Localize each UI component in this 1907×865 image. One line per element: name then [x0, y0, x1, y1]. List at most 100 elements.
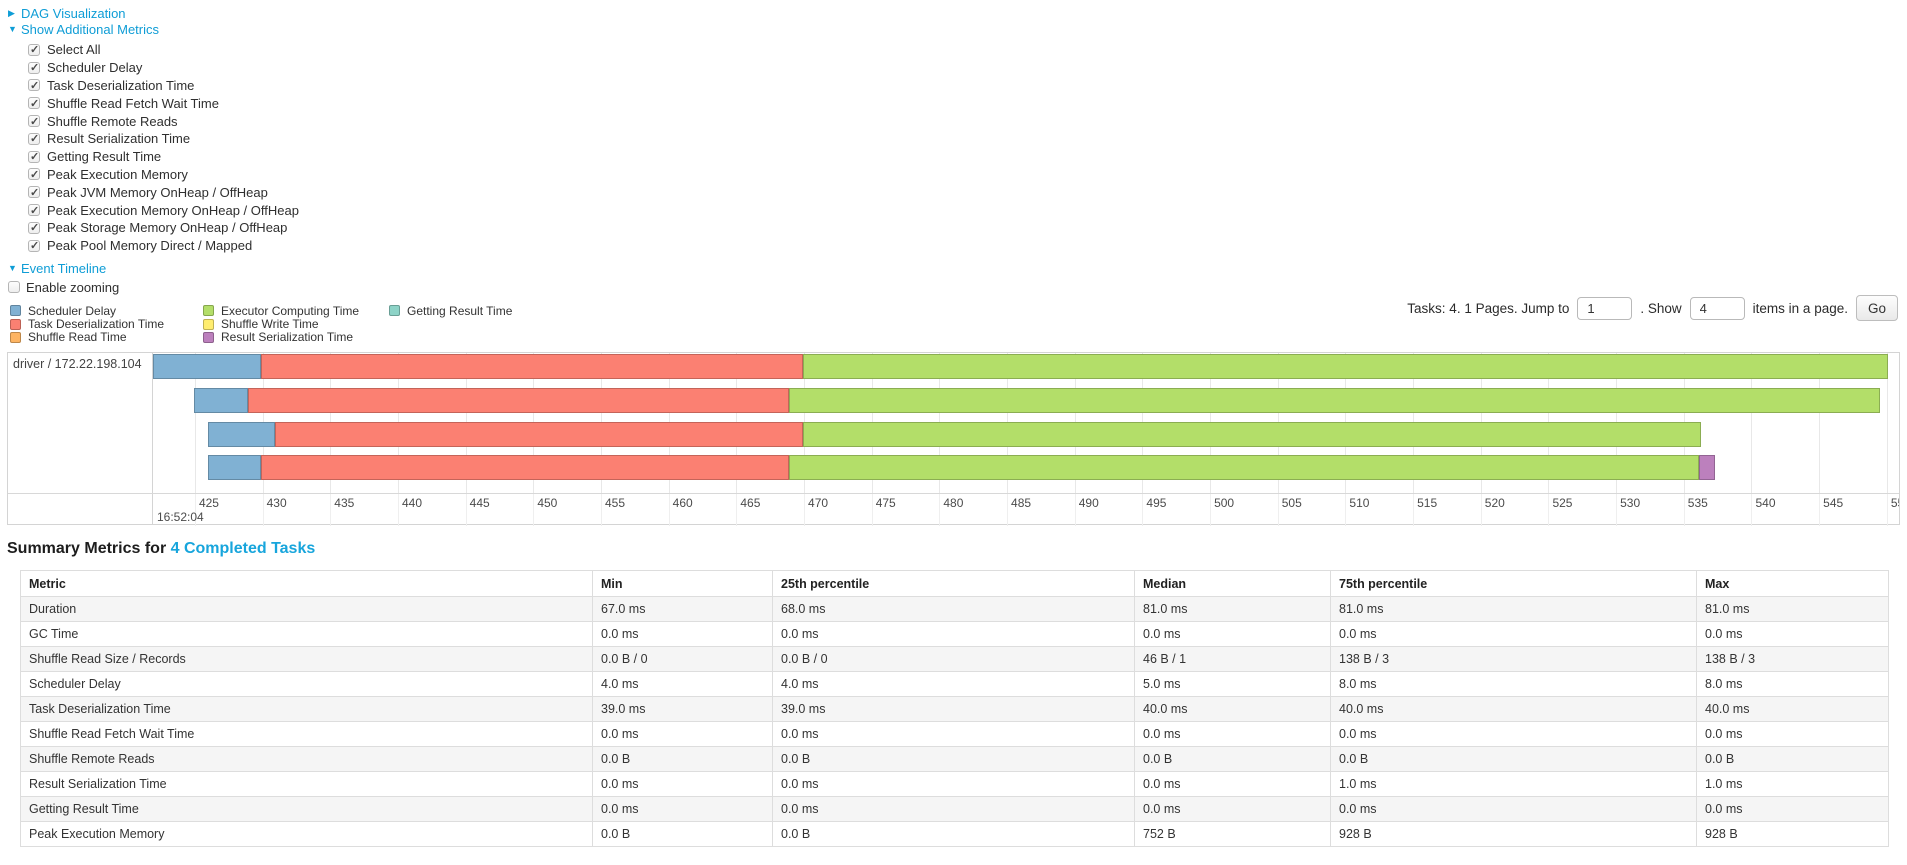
metric-checkbox-label: Shuffle Remote Reads [47, 113, 178, 129]
table-cell: 0.0 ms [1696, 721, 1889, 747]
task-2-segment-scheduler-delay[interactable] [208, 422, 275, 447]
metric-checkbox-label: Peak Execution Memory [47, 166, 188, 182]
task-2-segment-task-deserialization[interactable] [274, 422, 803, 447]
timeline-plot-area: 425 430 435 440 445 450 455 460 465 470 475 480 485 4… [153, 353, 1899, 526]
axis-tick [1074, 493, 1076, 526]
task-1-segment-task-deserialization[interactable] [247, 388, 790, 413]
metric-checkbox-row: Scheduler Delay [8, 59, 299, 77]
metric-checkbox-2[interactable] [28, 79, 40, 92]
axis-tick-label: 425 [198, 496, 219, 510]
table-cell: 0.0 ms [592, 621, 773, 647]
axis-tick [1142, 493, 1144, 526]
task-3-segment-scheduler-delay[interactable] [208, 455, 262, 480]
axis-tick [1480, 493, 1482, 526]
event-timeline-link[interactable]: Event Timeline [21, 260, 107, 276]
metric-checkbox-label: Task Deserialization Time [47, 77, 195, 93]
axis-tick-label: 550 [1890, 496, 1899, 510]
legend-item: Shuffle Write Time [203, 317, 389, 332]
metric-checkbox-9[interactable] [28, 204, 40, 217]
table-cell: 0.0 ms [592, 721, 773, 747]
axis-tick-label: 510 [1349, 496, 1370, 510]
task-2-segment-executor-computing[interactable] [802, 422, 1702, 447]
table-column-header: Metric [20, 570, 593, 597]
metric-checkbox-label: Select All [47, 42, 101, 58]
completed-tasks-link[interactable]: 4 Completed Tasks [170, 540, 316, 557]
axis-tick-label: 515 [1417, 496, 1438, 510]
dag-visualization-link[interactable]: DAG Visualization [21, 6, 126, 21]
metric-checkbox-label: Peak JVM Memory OnHeap / OffHeap [47, 184, 268, 200]
axis-tick-label: 500 [1214, 496, 1235, 510]
metric-checkbox-8[interactable] [28, 186, 40, 199]
metric-checkbox-10[interactable] [28, 221, 40, 234]
metric-checkbox-label: Getting Result Time [47, 149, 162, 165]
legend-label: Shuffle Write Time [221, 317, 319, 332]
table-row: Getting Result Time 0.0 ms 0.0 ms 0.0 ms 0.0… [20, 796, 1889, 822]
table-cell: 0.0 B [772, 746, 1135, 772]
metric-checkbox-6[interactable] [28, 150, 40, 163]
legend-item: Scheduler Delay [10, 304, 203, 318]
table-cell: Duration [20, 596, 593, 622]
table-row: Task Deserialization Time 39.0 ms 39.0 ms 4… [20, 696, 1889, 722]
task-3-segment-result-serialization[interactable] [1698, 455, 1715, 480]
axis-tick-label: 465 [740, 496, 761, 510]
table-row: GC Time 0.0 ms 0.0 ms 0.0 ms 0.0 ms 0.0 ms [20, 621, 1889, 647]
axis-tick [1413, 493, 1415, 526]
table-cell: 40.0 ms [1134, 696, 1331, 722]
task-0-segment-task-deserialization[interactable] [261, 354, 803, 379]
metric-checkbox-3[interactable] [28, 97, 40, 110]
metric-checkbox-row: Peak Execution Memory [8, 166, 299, 184]
axis-tick-label: 540 [1755, 496, 1776, 510]
table-cell: 928 B [1696, 821, 1889, 847]
table-row: Shuffle Read Size / Records 0.0 B / 0 0.0 … [20, 646, 1889, 672]
table-cell: 1.0 ms [1696, 771, 1889, 797]
table-cell: 0.0 B [1696, 746, 1889, 772]
task-1-segment-executor-computing[interactable] [789, 388, 1881, 413]
metric-checkbox-4[interactable] [28, 115, 40, 128]
dag-visualization-toggle[interactable]: ▶ DAG Visualization [8, 6, 299, 21]
legend-swatch-icon [10, 318, 21, 330]
metric-checkbox-1[interactable] [28, 61, 40, 74]
task-0-segment-scheduler-delay[interactable] [153, 354, 262, 379]
metric-checkbox-5[interactable] [28, 132, 40, 145]
table-cell: 0.0 ms [592, 771, 773, 797]
items-per-page-input[interactable] [1689, 296, 1745, 320]
axis-tick-label: 495 [1146, 496, 1167, 510]
axis-tick [1007, 493, 1009, 526]
table-cell: Getting Result Time [20, 796, 593, 822]
table-cell: 0.0 B [1330, 746, 1697, 772]
show-additional-metrics-toggle[interactable]: ▼ Show Additional Metrics [8, 22, 299, 37]
metric-checkbox-0[interactable] [28, 43, 40, 56]
table-cell: Task Deserialization Time [20, 696, 593, 722]
table-column-header: 75th percentile [1330, 570, 1697, 597]
table-column-header: 25th percentile [772, 570, 1135, 597]
legend-item: Result Serialization Time [203, 330, 389, 344]
go-button[interactable]: Go [1855, 295, 1898, 321]
task-3-segment-task-deserialization[interactable] [261, 455, 790, 480]
metric-checkbox-row: Task Deserialization Time [8, 77, 299, 95]
table-row: Shuffle Remote Reads 0.0 B 0.0 B 0.0 B 0.0 B… [20, 746, 1889, 772]
jump-to-page-input[interactable] [1577, 296, 1633, 320]
legend-swatch-icon [10, 305, 21, 317]
axis-tick-label: 520 [1484, 496, 1505, 510]
show-additional-metrics-link[interactable]: Show Additional Metrics [21, 22, 160, 37]
summary-title-text: Summary Metrics for [7, 540, 171, 557]
axis-tick-label: 445 [469, 496, 490, 510]
event-timeline-chart: driver / 172.22.198.104 425 430 435 440 445 4… [7, 352, 1900, 526]
table-cell: 39.0 ms [592, 696, 773, 722]
executor-group-label: driver / 172.22.198.104 [13, 357, 142, 371]
metric-checkbox-11[interactable] [28, 239, 40, 252]
axis-tick [330, 493, 332, 526]
enable-zooming-checkbox[interactable] [8, 281, 20, 294]
table-cell: 0.0 ms [1330, 796, 1697, 822]
table-cell: 0.0 ms [1134, 796, 1331, 822]
metric-checkbox-7[interactable] [28, 168, 40, 181]
task-3-segment-executor-computing[interactable] [789, 455, 1699, 480]
table-cell: 928 B [1330, 821, 1697, 847]
task-0-segment-executor-computing[interactable] [802, 354, 1889, 379]
table-cell: 4.0 ms [592, 671, 773, 697]
tasks-count-text: Tasks: 4. 1 Pages. Jump to [1407, 300, 1570, 316]
task-1-segment-scheduler-delay[interactable] [193, 388, 248, 413]
axis-tick-label: 545 [1823, 496, 1844, 510]
metric-checkbox-row: Shuffle Remote Reads [8, 112, 299, 130]
event-timeline-toggle[interactable]: ▼ Event Timeline [8, 261, 299, 276]
